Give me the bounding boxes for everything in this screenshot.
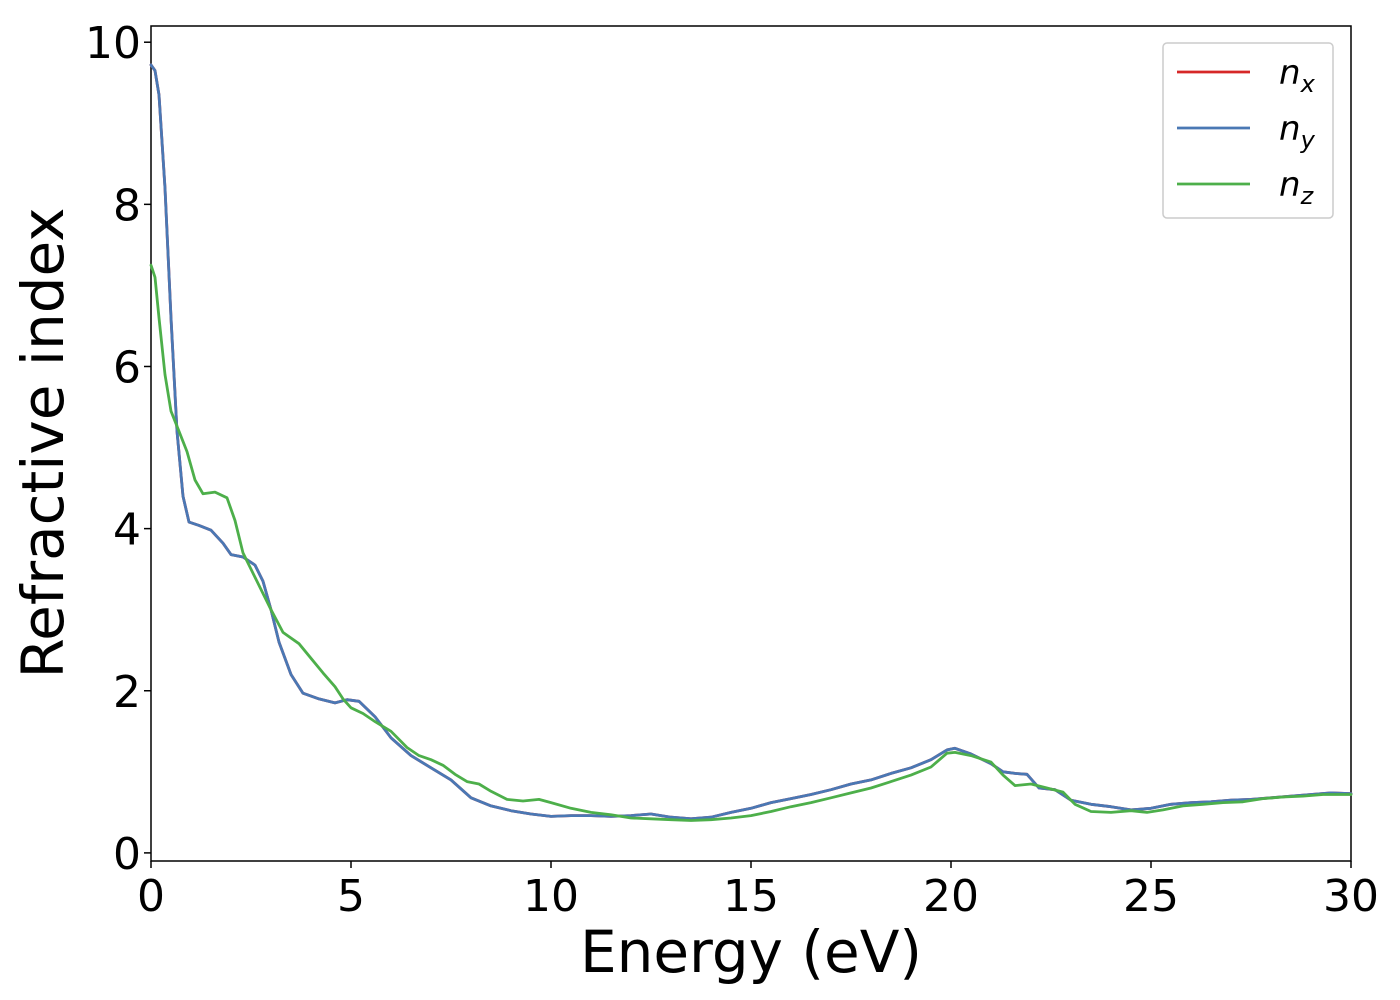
x-tick-label: 25 [1123,871,1179,922]
x-tick-label: 15 [723,871,779,922]
x-tick-label: 0 [137,871,165,922]
legend-subscript: x [1300,70,1316,98]
plot-area [150,25,1352,862]
x-tick-label: 20 [923,871,979,922]
x-tick-label: 5 [337,871,365,922]
y-tick-label: 4 [113,505,141,556]
legend-subscript: y [1300,126,1316,154]
legend-subscript: z [1300,182,1315,210]
legend-label-x: nx [1279,53,1316,98]
series-layer [149,63,1353,822]
legend-symbol: n [1279,53,1301,93]
y-axis: 0 2 4 6 8 10 [85,18,151,880]
y-tick-label: 2 [113,667,141,718]
x-tick-label: 10 [523,871,579,922]
x-axis-label: Energy (eV) [580,918,922,986]
legend-frame [1162,42,1334,219]
legend-symbol: n [1279,109,1301,149]
y-axis-label: Refractive index [9,207,77,678]
x-axis: 0 5 10 15 20 25 30 [137,861,1379,922]
x-tick-label: 30 [1323,871,1379,922]
y-tick-label: 0 [113,829,141,880]
legend-label-z: nz [1279,165,1315,210]
legend-symbol: n [1279,165,1301,205]
y-tick-label: 10 [85,18,141,69]
y-tick-label: 8 [113,180,141,231]
legend-label-y: ny [1279,109,1316,154]
y-tick-label: 6 [113,342,141,393]
series-line-z [149,263,1353,822]
series-line-y [149,63,1353,821]
